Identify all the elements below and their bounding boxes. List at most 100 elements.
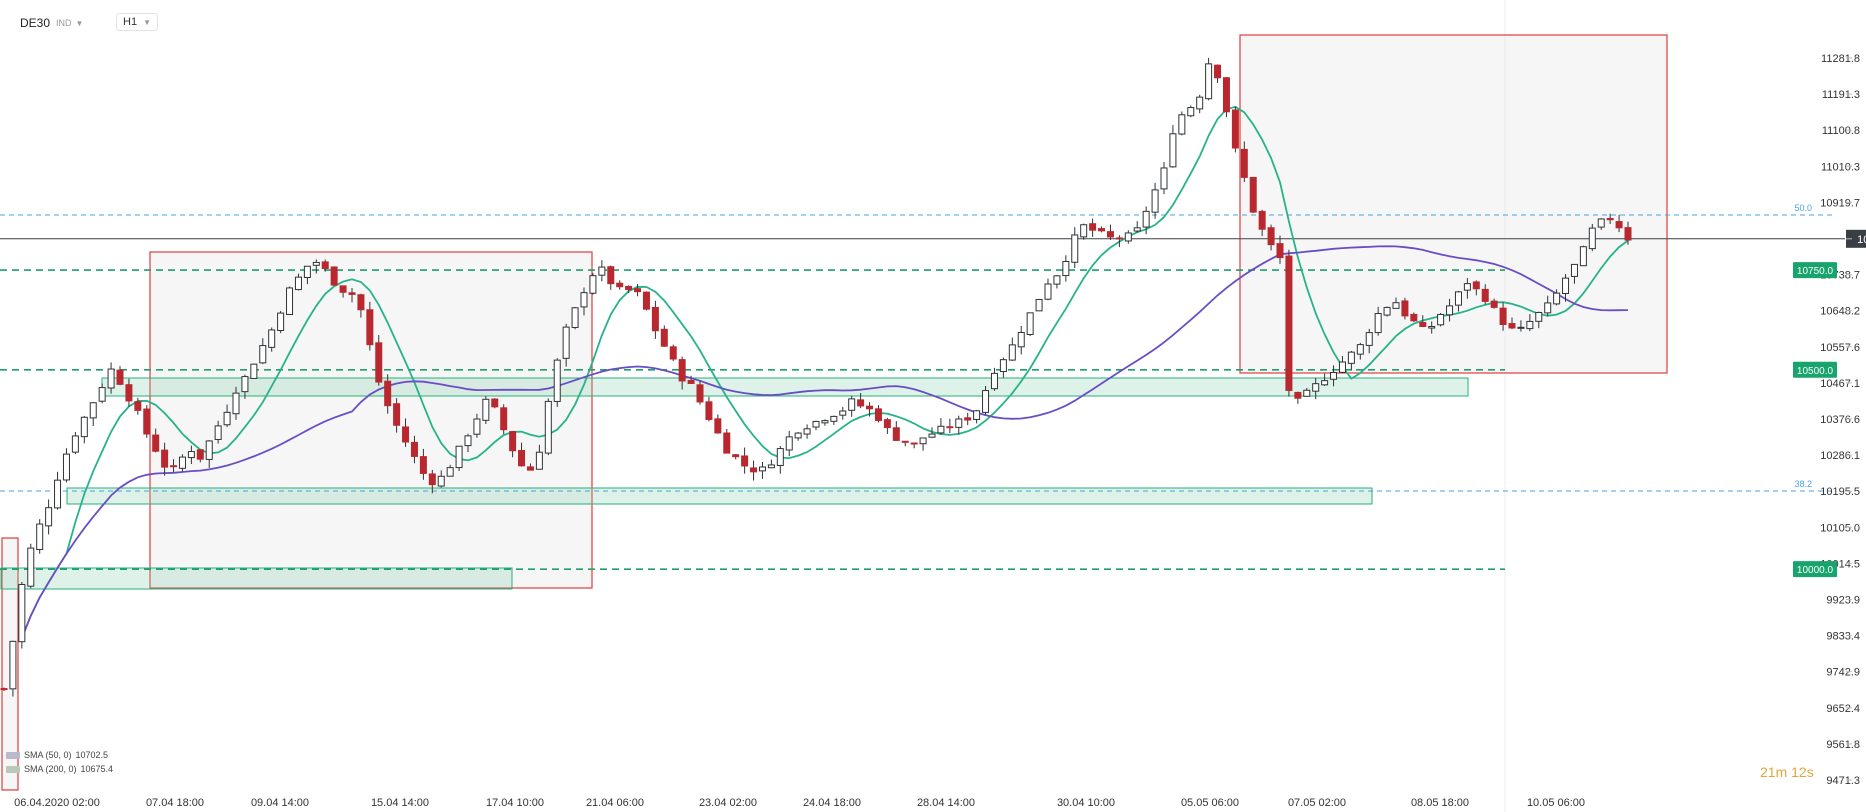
candle-body-20 <box>178 456 186 469</box>
candle-body-158 <box>1410 313 1418 322</box>
price-tick-13: 10105.0 <box>1820 522 1860 534</box>
candle-body-1 <box>9 640 17 690</box>
candle-body-15 <box>134 401 142 411</box>
instrument-type-label: IND <box>56 18 72 28</box>
candle-body-5 <box>45 507 53 527</box>
current-price-text: 10828.4 <box>1857 234 1866 246</box>
candle-body-108 <box>964 417 972 421</box>
legend-sma200[interactable]: SMA (200, 0) 10675.4 <box>6 762 113 776</box>
candle-body-80 <box>714 418 722 434</box>
candle-body-42 <box>375 342 383 383</box>
candle-body-31 <box>277 312 285 332</box>
candle-body-122 <box>1089 223 1097 231</box>
candle-body-133 <box>1187 107 1195 117</box>
candle-body-129 <box>1151 189 1159 213</box>
candle-body-140 <box>1249 176 1257 213</box>
candle-body-39 <box>348 292 356 295</box>
price-tick-7: 10648.2 <box>1820 306 1860 318</box>
candle-body-78 <box>696 384 704 403</box>
candle-body-156 <box>1392 302 1400 309</box>
time-tick-5: 21.04 06:00 <box>586 797 644 809</box>
candle-body-127 <box>1133 227 1141 232</box>
price-tick-12: 10195.5 <box>1820 486 1860 498</box>
candle-body-166 <box>1481 288 1489 302</box>
candle-body-71 <box>634 288 642 293</box>
price-tick-8: 10557.6 <box>1820 342 1860 354</box>
candle-body-35 <box>312 261 320 266</box>
candle-body-18 <box>161 449 169 468</box>
candle-body-118 <box>1053 275 1061 285</box>
candle-body-111 <box>990 372 998 390</box>
candle-body-76 <box>678 359 686 382</box>
candle-body-124 <box>1106 231 1114 238</box>
candle-countdown-timer: 21m 12s <box>1760 764 1814 780</box>
price-tick-3: 11010.3 <box>1821 161 1860 173</box>
candle-body-66 <box>589 275 597 294</box>
candle-body-45 <box>402 426 410 443</box>
chevron-down-icon: ▼ <box>143 17 151 27</box>
zone-3 <box>0 567 513 590</box>
timeframe-select[interactable]: H1 ▼ <box>116 13 158 31</box>
range-box-3 <box>1239 34 1668 374</box>
time-tick-6: 23.04 02:00 <box>699 797 757 809</box>
instrument-type[interactable]: IND ▼ <box>56 18 83 28</box>
candle-body-130 <box>1160 167 1168 190</box>
candle-body-30 <box>268 329 276 348</box>
candle-body-55 <box>491 398 499 408</box>
candle-body-134 <box>1196 96 1204 110</box>
time-tick-9: 30.04 10:00 <box>1057 797 1115 809</box>
candle-body-21 <box>187 451 195 459</box>
sma50-line <box>20 105 1629 639</box>
legend-sma50[interactable]: SMA (50, 0) 10702.5 <box>6 748 113 762</box>
candle-body-167 <box>1490 300 1498 308</box>
candle-body-173 <box>1544 302 1552 314</box>
price-tick-10: 10376.6 <box>1820 414 1860 426</box>
candle-body-28 <box>250 363 258 379</box>
candle-body-128 <box>1142 210 1150 228</box>
candle-body-96 <box>857 399 865 407</box>
candle-body-147 <box>1312 383 1320 392</box>
candle-body-6 <box>54 479 62 509</box>
candle-body-34 <box>303 265 311 278</box>
candle-body-113 <box>1008 344 1016 361</box>
candle-body-46 <box>410 441 418 457</box>
candle-body-135 <box>1205 63 1213 100</box>
candle-body-57 <box>509 431 517 452</box>
candle-body-62 <box>553 359 561 402</box>
candle-body-145 <box>1294 391 1302 399</box>
price-tick-9: 10467.1 <box>1820 378 1860 390</box>
candle-body-82 <box>732 454 740 458</box>
fib-label-0: 50.0 <box>1794 203 1812 213</box>
candle-body-141 <box>1258 210 1266 230</box>
candle-body-3 <box>27 547 35 587</box>
time-tick-1: 07.04 18:00 <box>146 797 204 809</box>
current-price-badge <box>1846 229 1866 248</box>
candle-body-12 <box>107 368 115 389</box>
time-tick-10: 05.05 06:00 <box>1181 797 1239 809</box>
candle-body-138 <box>1231 109 1239 149</box>
candle-body-99 <box>883 419 891 429</box>
candle-body-110 <box>982 390 990 413</box>
time-tick-11: 07.05 02:00 <box>1288 797 1346 809</box>
candle-body-85 <box>758 466 766 472</box>
candle-body-160 <box>1428 325 1436 329</box>
time-tick-7: 24.04 18:00 <box>803 797 861 809</box>
price-tick-19: 9561.8 <box>1826 739 1860 751</box>
candle-body-87 <box>776 448 784 466</box>
candle-body-119 <box>1062 260 1070 277</box>
candle-body-120 <box>1071 234 1079 263</box>
time-tick-8: 28.04 14:00 <box>917 797 975 809</box>
candle-body-152 <box>1356 344 1364 355</box>
candle-body-56 <box>500 407 508 431</box>
candle-body-161 <box>1437 313 1445 326</box>
symbol-label[interactable]: DE30 <box>20 16 51 30</box>
price-tick-2: 11100.8 <box>1822 125 1860 137</box>
candle-body-64 <box>571 307 579 328</box>
candle-body-17 <box>152 434 160 452</box>
candle-body-179 <box>1597 218 1605 228</box>
price-tick-4: 10919.7 <box>1820 197 1860 209</box>
sma200-line <box>20 245 1629 639</box>
price-tick-20: 9471.3 <box>1826 775 1860 787</box>
candle-body-143 <box>1276 243 1284 259</box>
